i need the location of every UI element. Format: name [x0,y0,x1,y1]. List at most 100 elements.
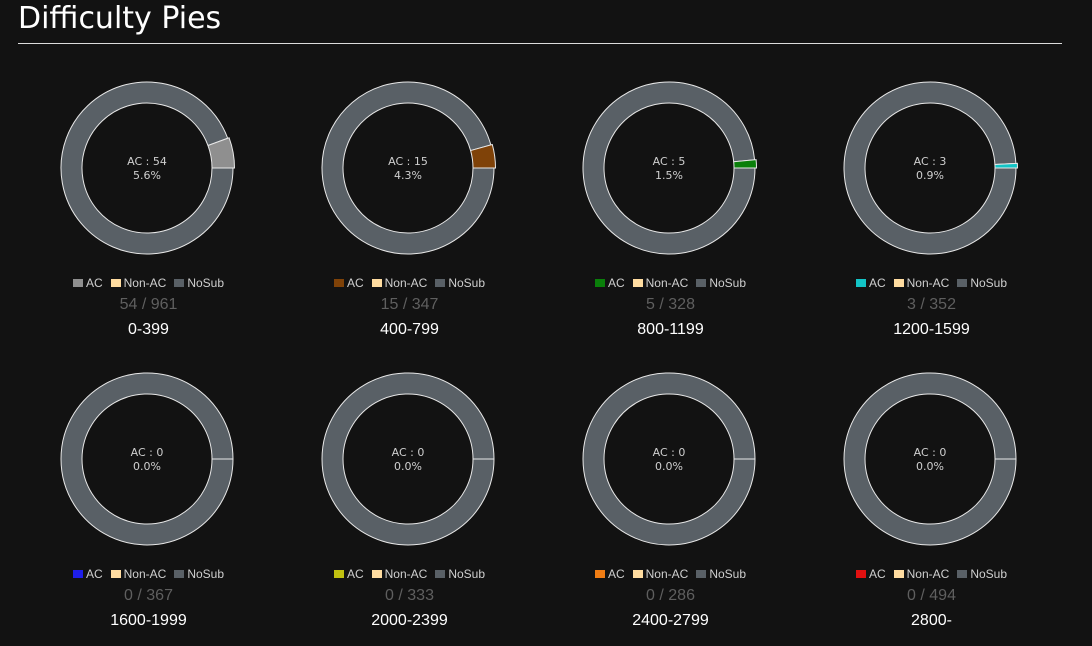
legend-swatch [110,279,121,287]
center-ac-percent: 0.0% [394,460,422,473]
pie-slice-nosub[interactable] [321,81,495,255]
legend-swatch [696,279,707,287]
solved-over-total: 0 / 367 [124,587,173,604]
legend-label: AC [85,567,103,581]
legend-item-non-ac[interactable]: Non-AC [371,276,428,290]
difficulty-pie-card: AC : 15 4.3% AC Non-AC NoSub 15 / 347 400-799 [279,44,540,338]
legend-label: Non-AC [645,567,689,581]
pie-slice-nosub[interactable] [60,81,234,255]
difficulty-pie-card: AC : 0 0.0% AC Non-AC NoSub 0 / 494 2800- [801,335,1062,629]
difficulty-range-label: 2800- [911,612,952,629]
difficulty-pie-card: AC : 0 0.0% AC Non-AC NoSub 0 / 367 1600-1999 [18,335,279,629]
legend-item-nosub[interactable]: NoSub [957,567,1007,581]
legend-item-nosub[interactable]: NoSub [435,567,485,581]
center-ac-percent: 0.0% [133,460,161,473]
legend-item-non-ac[interactable]: Non-AC [893,276,949,290]
pie-slice-nosub[interactable] [582,372,756,546]
pie-slice-ac[interactable] [994,162,1019,169]
legend-item-ac[interactable]: AC [594,276,625,290]
legend-swatch [371,570,382,578]
legend-item-ac[interactable]: AC [333,567,364,581]
legend-swatch [435,570,446,578]
difficulty-range-label: 2400-2799 [632,612,709,629]
donut-chart [582,81,758,255]
legend-swatch [893,279,904,287]
center-ac-count: AC : 5 [652,155,686,168]
center-ac-percent: 0.0% [916,460,944,473]
legend-label: AC [868,276,886,290]
legend-swatch [333,279,344,287]
legend-item-ac[interactable]: AC [855,567,886,581]
pie-slice-nosub[interactable] [582,81,756,255]
donut-center-label: AC : 54 5.6% [57,155,237,183]
center-ac-count: AC : 0 [391,446,425,459]
legend-item-nosub[interactable]: NoSub [435,276,485,290]
difficulty-range-label: 800-1199 [637,321,704,338]
legend-item-nosub[interactable]: NoSub [174,276,224,290]
legend-item-non-ac[interactable]: Non-AC [893,567,949,581]
legend-swatch [110,570,121,578]
donut-chart [582,372,756,546]
legend-label: AC [85,276,103,290]
legend-label: AC [607,567,625,581]
legend-item-non-ac[interactable]: Non-AC [110,276,167,290]
legend-label: NoSub [448,567,486,581]
legend-label: Non-AC [123,567,167,581]
pie-slice-nosub[interactable] [60,372,234,546]
difficulty-range-label: 1600-1999 [110,612,187,629]
solved-over-total: 0 / 333 [385,587,434,604]
legend-label: AC [346,567,364,581]
legend-swatch [696,570,707,578]
pie-slice-ac[interactable] [733,159,758,169]
legend-swatch [72,279,83,287]
donut-center-label: AC : 5 1.5% [579,155,759,183]
solved-over-total: 0 / 286 [646,587,695,604]
legend-label: AC [868,567,886,581]
legend-item-nosub[interactable]: NoSub [174,567,224,581]
legend-swatch [371,279,382,287]
legend-item-ac[interactable]: AC [72,567,103,581]
pie-slice-nosub[interactable] [843,372,1017,546]
legend-item-nosub[interactable]: NoSub [957,276,1007,290]
legend-item-ac[interactable]: AC [594,567,625,581]
pie-slice-nosub[interactable] [321,372,495,546]
legend-swatch [333,570,344,578]
legend-label: Non-AC [123,276,167,290]
donut-chart [843,81,1019,255]
legend-swatch [957,570,968,578]
legend-item-nosub[interactable]: NoSub [696,276,746,290]
donut-chart [321,372,495,546]
center-ac-count: AC : 0 [130,446,164,459]
page-title: Difficulty Pies [18,1,222,36]
pie-slice-ac[interactable] [470,143,497,169]
legend-item-nosub[interactable]: NoSub [696,567,746,581]
legend-swatch [594,570,605,578]
legend-item-non-ac[interactable]: Non-AC [371,567,427,581]
solved-over-total: 3 / 352 [907,296,956,313]
pie-legend: AC Non-AC NoSub [18,567,279,581]
legend-swatch [435,279,446,287]
difficulty-range-label: 2000-2399 [371,612,448,629]
title-divider [18,43,1062,44]
legend-label: Non-AC [384,276,428,290]
legend-item-non-ac[interactable]: Non-AC [632,567,689,581]
legend-item-non-ac[interactable]: Non-AC [632,276,688,290]
legend-item-ac[interactable]: AC [72,276,103,290]
pie-legend: AC Non-AC NoSub [279,276,540,290]
pie-slice-ac[interactable] [207,137,236,169]
center-ac-count: AC : 0 [913,446,947,459]
legend-label: NoSub [970,276,1008,290]
difficulty-pie-card: AC : 5 1.5% AC Non-AC NoSub 5 / 328 800-1199 [540,44,801,338]
center-ac-count: AC : 15 [388,155,428,168]
legend-label: AC [346,276,364,290]
center-ac-percent: 0.0% [655,460,683,473]
legend-label: NoSub [187,276,225,290]
center-ac-percent: 0.9% [916,169,944,182]
pie-legend: AC Non-AC NoSub [540,567,801,581]
legend-item-non-ac[interactable]: Non-AC [110,567,167,581]
center-ac-percent: 1.5% [655,169,683,182]
legend-item-ac[interactable]: AC [855,276,886,290]
pie-slice-nosub[interactable] [843,81,1017,255]
legend-item-ac[interactable]: AC [333,276,364,290]
solved-over-total: 54 / 961 [119,296,178,313]
